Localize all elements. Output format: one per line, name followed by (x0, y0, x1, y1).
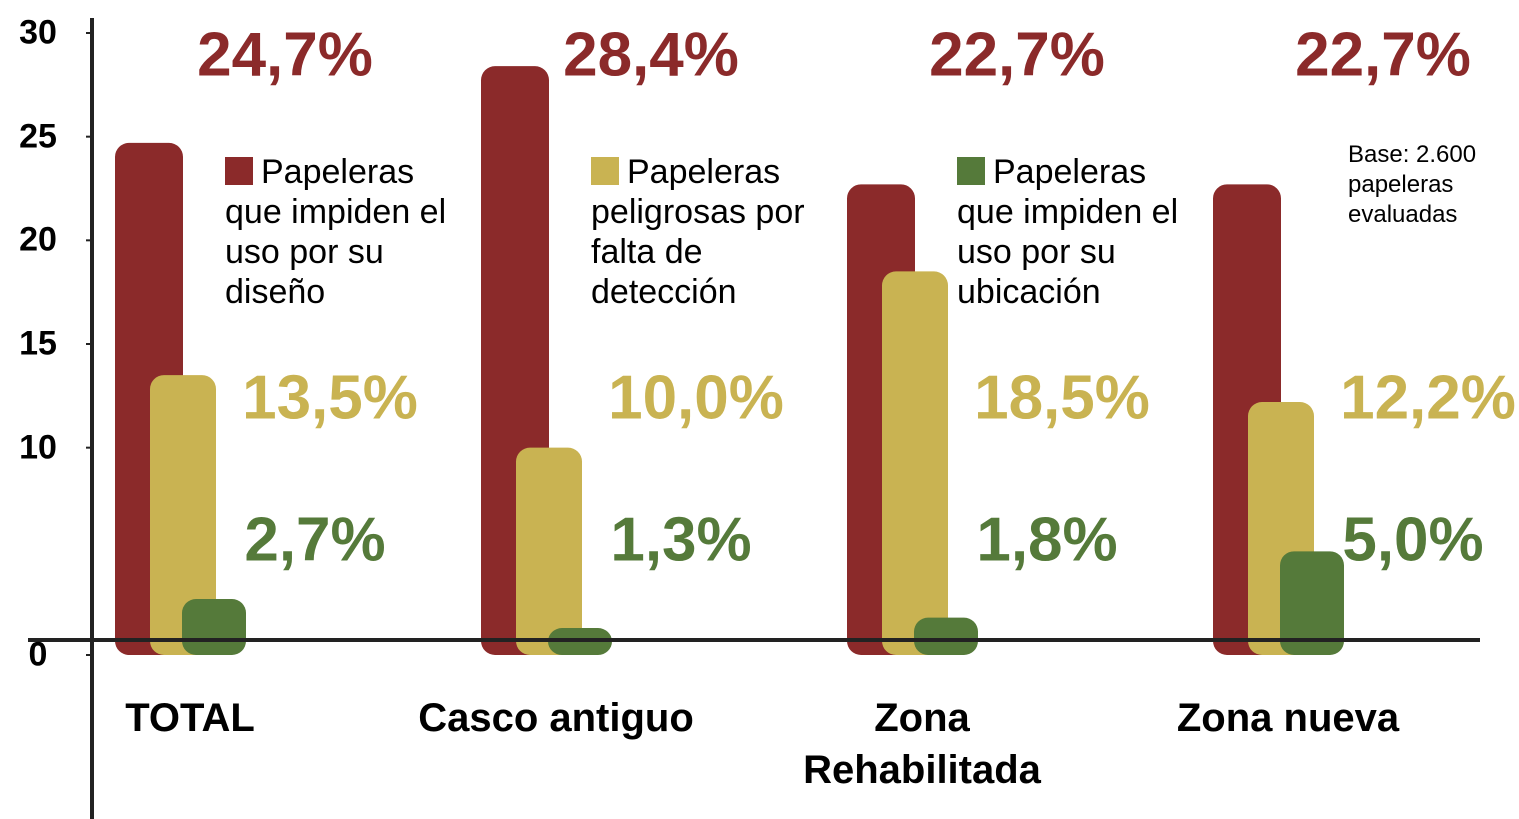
annotation: Base: 2.600 papeleras evaluadas (1348, 140, 1498, 230)
y-tick-label: 15 (8, 325, 68, 364)
bar (516, 448, 582, 655)
value-label: 12,2% (1340, 363, 1516, 434)
value-label: 22,7% (929, 20, 1105, 91)
x-tick-label: TOTAL (40, 692, 340, 744)
chart: Base: 2.600 papeleras evaluadas 30 25 20 15… (0, 0, 1519, 819)
value-label: 28,4% (563, 20, 739, 91)
value-label: 5,0% (1342, 505, 1483, 576)
y-tick-label: 25 (8, 117, 68, 156)
y-tick-label: 0 (8, 636, 68, 675)
value-label: 10,0% (608, 363, 784, 434)
legend-swatch (225, 157, 253, 185)
legend-label: Papeleras que impiden el uso por su ubic… (957, 153, 1178, 311)
bar (882, 271, 948, 655)
value-label: 2,7% (244, 505, 385, 576)
y-tick-label: 20 (8, 221, 68, 260)
value-label: 24,7% (197, 20, 373, 91)
y-tick-label: 30 (8, 14, 68, 53)
x-tick-label: Zona nueva (1138, 692, 1438, 744)
y-tick-label: 10 (8, 428, 68, 467)
value-label: 1,3% (610, 505, 751, 576)
value-label: 1,8% (976, 505, 1117, 576)
legend-label: Papeleras peligrosas por falta de detecc… (591, 153, 805, 311)
bar (914, 618, 978, 655)
legend-entry: Papeleras peligrosas por falta de detecc… (591, 152, 821, 312)
value-label: 18,5% (974, 363, 1150, 434)
legend-label: Papeleras que impiden el uso por su dise… (225, 153, 446, 311)
x-tick-label: Zona Rehabilitada (772, 692, 1072, 796)
legend-swatch (591, 157, 619, 185)
x-tick-label: Casco antiguo (406, 692, 706, 744)
value-label: 13,5% (242, 363, 418, 434)
legend-swatch (957, 157, 985, 185)
legend-entry: Papeleras que impiden el uso por su ubic… (957, 152, 1187, 312)
bar (182, 599, 246, 655)
value-label: 22,7% (1295, 20, 1471, 91)
legend-entry: Papeleras que impiden el uso por su dise… (225, 152, 455, 312)
